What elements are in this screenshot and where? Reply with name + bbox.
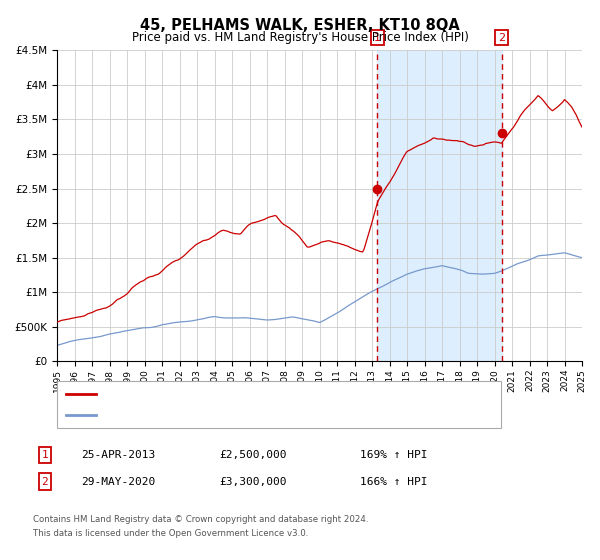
Text: Price paid vs. HM Land Registry's House Price Index (HPI): Price paid vs. HM Land Registry's House …	[131, 31, 469, 44]
Text: This data is licensed under the Open Government Licence v3.0.: This data is licensed under the Open Gov…	[33, 529, 308, 538]
Text: 29-MAY-2020: 29-MAY-2020	[81, 477, 155, 487]
Text: 2: 2	[498, 32, 505, 43]
Text: Contains HM Land Registry data © Crown copyright and database right 2024.: Contains HM Land Registry data © Crown c…	[33, 515, 368, 524]
Text: 25-APR-2013: 25-APR-2013	[81, 450, 155, 460]
Text: 1: 1	[41, 450, 49, 460]
Text: £3,300,000: £3,300,000	[219, 477, 287, 487]
Text: HPI: Average price, detached house, Elmbridge: HPI: Average price, detached house, Elmb…	[100, 410, 346, 420]
Text: 45, PELHAMS WALK, ESHER, KT10 8QA: 45, PELHAMS WALK, ESHER, KT10 8QA	[140, 18, 460, 33]
Text: 1: 1	[374, 32, 381, 43]
Text: 2: 2	[41, 477, 49, 487]
Text: 166% ↑ HPI: 166% ↑ HPI	[360, 477, 427, 487]
Text: £2,500,000: £2,500,000	[219, 450, 287, 460]
Text: 45, PELHAMS WALK, ESHER, KT10 8QA (detached house): 45, PELHAMS WALK, ESHER, KT10 8QA (detac…	[100, 389, 395, 399]
Text: 169% ↑ HPI: 169% ↑ HPI	[360, 450, 427, 460]
Bar	[377, 50, 502, 361]
